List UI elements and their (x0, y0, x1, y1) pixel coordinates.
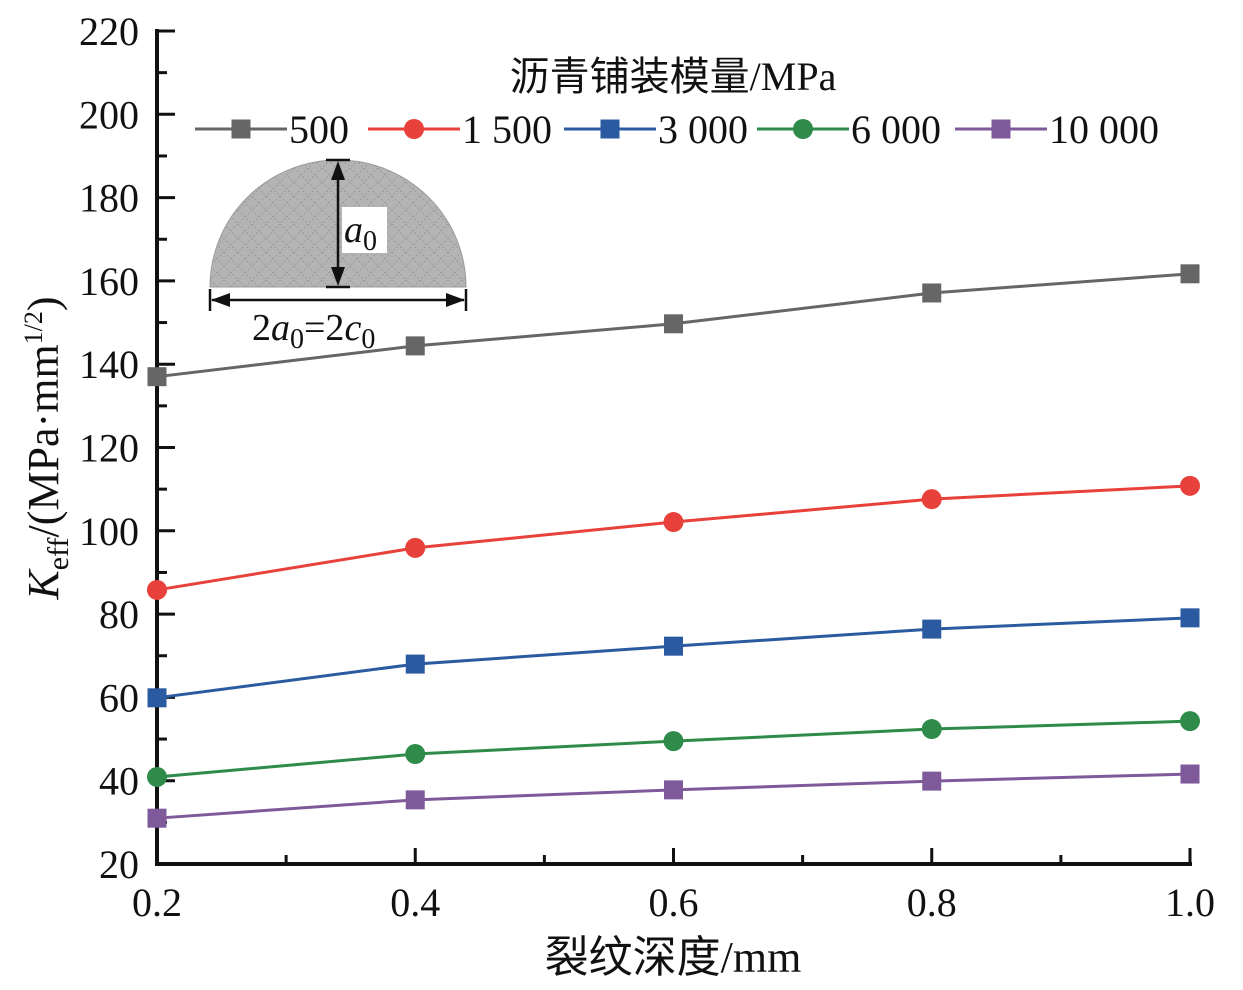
legend-marker (231, 119, 251, 139)
data-point (1180, 764, 1200, 784)
data-point (664, 780, 683, 800)
data-point (922, 283, 942, 303)
width-label-part: 0 (361, 324, 375, 355)
legend-items: 500 1 500 3 000 6 000 10 000 (195, 107, 1159, 152)
y-tick-label: 40 (99, 759, 139, 804)
data-point (922, 619, 942, 639)
legend-label: 6 000 (851, 107, 941, 152)
data-point (1180, 608, 1200, 628)
height-label-main: a (344, 209, 363, 251)
y-tick-label: 20 (99, 842, 139, 887)
series-line (156, 484, 1191, 592)
arrow-up-icon (331, 161, 345, 180)
data-point (664, 636, 683, 656)
legend-marker (404, 119, 424, 139)
y-tick-label: 160 (79, 259, 139, 304)
data-point (405, 537, 426, 558)
y-tick-label: 60 (99, 675, 139, 720)
data-point (921, 719, 942, 740)
arrow-down-icon (331, 267, 345, 286)
width-label-part: 0 (290, 324, 304, 355)
y-tick-label: 80 (99, 592, 139, 637)
legend-marker (793, 119, 813, 139)
data-point (147, 766, 167, 787)
data-point (405, 654, 425, 674)
y-axis-title: Keff/(MPa·mm1/2) (19, 296, 75, 600)
data-point (922, 771, 942, 791)
legend-item: 10 000 (955, 107, 1159, 152)
legend-item: 1 500 (368, 107, 552, 152)
legend-item: 3 000 (564, 107, 748, 152)
y-tick-label: 140 (79, 342, 139, 387)
data-point (147, 367, 167, 387)
series-6000 (147, 711, 1200, 787)
data-point (1180, 264, 1200, 284)
series-1500 (147, 475, 1200, 600)
x-axis-title: 裂纹深度/mm (545, 933, 802, 982)
y-tick-labels: 20 40 60 80 100 120 140 160 180 200 220 (79, 9, 139, 887)
data-point (663, 512, 684, 533)
legend-label: 3 000 (658, 107, 748, 152)
legend-item: 6 000 (757, 107, 941, 152)
legend-label: 500 (289, 107, 349, 152)
data-point (147, 579, 167, 600)
width-label-part: 2 (252, 307, 271, 349)
y-tick-label: 100 (79, 509, 139, 554)
data-point (1180, 475, 1200, 496)
y-axis-title-main: K (19, 568, 68, 601)
y-tick-label: 200 (79, 92, 139, 137)
crack-inset-diagram: a0 2a0=2c0 (208, 158, 468, 355)
width-label-part: a (271, 307, 290, 349)
y-axis-title-close: ) (19, 296, 68, 311)
series-10000 (147, 764, 1200, 828)
legend-label: 10 000 (1049, 107, 1159, 152)
arrow-left-icon (211, 293, 230, 307)
legend-marker (991, 119, 1011, 139)
y-tick-label: 180 (79, 176, 139, 221)
x-tick-labels: 0.2 0.4 0.6 0.8 1.0 (132, 880, 1215, 925)
y-tick-label: 220 (79, 9, 139, 54)
series-group (147, 264, 1200, 828)
legend-item: 500 (195, 107, 349, 152)
height-label-sub: 0 (363, 226, 377, 257)
x-tick-label: 1.0 (1165, 880, 1215, 925)
height-label: a0 (344, 209, 377, 257)
axes (155, 29, 1192, 866)
series-line (156, 616, 1191, 700)
width-label: 2a0=2c0 (252, 307, 375, 355)
data-point (664, 314, 683, 334)
series-500 (147, 264, 1200, 387)
x-tick-label: 0.6 (649, 880, 699, 925)
width-label-part: c (344, 307, 361, 349)
x-tick-label: 0.4 (390, 880, 440, 925)
data-point (147, 808, 167, 828)
x-tick-label: 0.2 (132, 880, 182, 925)
data-point (147, 688, 167, 708)
data-point (663, 731, 684, 752)
x-tick-label: 0.8 (907, 880, 957, 925)
legend-marker (600, 119, 620, 139)
data-point (405, 744, 426, 765)
y-axis-title-sup: 1/2 (19, 311, 48, 344)
legend-label: 1 500 (462, 107, 552, 152)
height-label-box (342, 207, 387, 253)
y-tick-label: 120 (79, 426, 139, 471)
series-3000 (147, 608, 1200, 708)
y-axis-title-rest: /(MPa·mm (19, 344, 68, 537)
legend-title: 沥青铺装模量/MPa (510, 54, 837, 99)
data-point (405, 336, 425, 356)
data-point (405, 790, 425, 810)
data-point (1180, 711, 1200, 732)
width-label-part: =2 (304, 307, 344, 349)
legend: 沥青铺装模量/MPa 500 1 500 3 000 6 000 10 000 (195, 54, 1159, 152)
y-axis-title-sub: eff (42, 537, 75, 570)
data-point (921, 489, 942, 510)
arrow-right-icon (446, 293, 465, 307)
